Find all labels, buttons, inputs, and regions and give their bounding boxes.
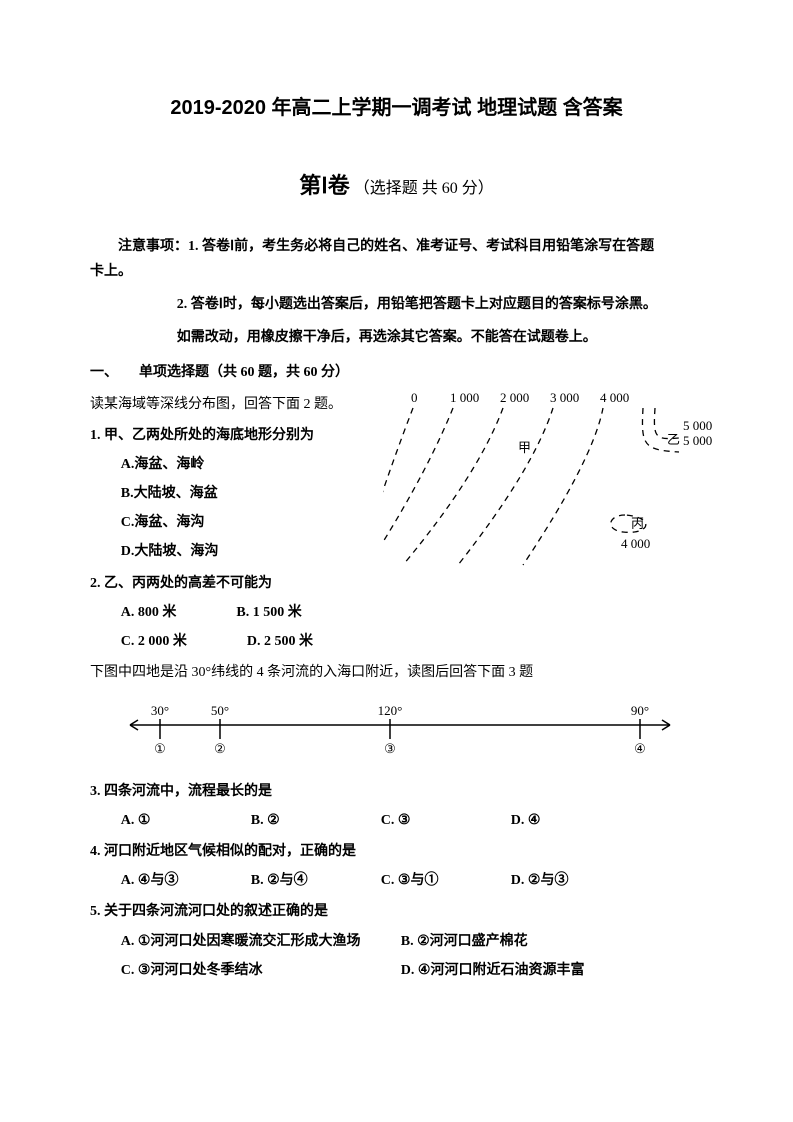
q4-opt-b: B. ②与④ xyxy=(251,868,381,893)
svg-text:①: ① xyxy=(154,741,166,755)
svg-text:30°: 30° xyxy=(151,703,169,718)
q3-stem: 3. 四条河流中，流程最长的是 xyxy=(90,779,703,804)
svg-text:4 000: 4 000 xyxy=(621,536,650,551)
q5-stem: 5. 关于四条河流河口处的叙述正确的是 xyxy=(90,899,703,924)
svg-text:1 000: 1 000 xyxy=(450,390,479,405)
svg-text:甲: 甲 xyxy=(518,440,531,455)
q3-options: A. ① B. ② C. ③ D. ④ xyxy=(121,808,703,833)
q4-opt-d: D. ②与③ xyxy=(511,868,641,893)
svg-text:5 000: 5 000 xyxy=(683,433,712,448)
q5-opt-b: B. ②河河口盛产棉花 xyxy=(401,929,681,954)
svg-text:③: ③ xyxy=(384,741,396,755)
q2-stem: 2. 乙、丙两处的高差不可能为 xyxy=(90,571,703,596)
page-title: 2019-2020 年高二上学期一调考试 地理试题 含答案 xyxy=(90,90,703,126)
q4-stem: 4. 河口附近地区气候相似的配对，正确的是 xyxy=(90,839,703,864)
svg-text:50°: 50° xyxy=(211,703,229,718)
q2-opt-a: A. 800 米 xyxy=(121,600,177,625)
section-head-1: 一、 单项选择题（共 60 题，共 60 分） xyxy=(90,360,703,385)
contour-map: 0 1 000 2 000 3 000 4 000 5 0005 000 甲 乙丙 4 000 xyxy=(383,390,723,570)
svg-text:2 000: 2 000 xyxy=(500,390,529,405)
svg-text:0: 0 xyxy=(411,390,418,405)
svg-text:5 000: 5 000 xyxy=(683,418,712,433)
section-small: （选择题 共 60 分） xyxy=(354,180,494,197)
q2-opt-c: C. 2 000 米 xyxy=(121,629,187,654)
q3-opt-a: A. ① xyxy=(121,808,251,833)
section-title: 第Ⅰ卷 （选择题 共 60 分） xyxy=(90,166,703,206)
q2-row-1: A. 800 米 B. 1 500 米 xyxy=(121,600,703,625)
svg-text:④: ④ xyxy=(634,741,646,755)
svg-text:90°: 90° xyxy=(631,703,649,718)
question-block-1: 读某海域等深线分布图，回答下面 2 题。 01 0002 0003 0004 0… xyxy=(90,392,703,655)
svg-text:4 000: 4 000 xyxy=(600,390,629,405)
q3-opt-c: C. ③ xyxy=(381,808,511,833)
svg-text:丙: 丙 xyxy=(631,516,644,531)
q5-row-1: A. ①河河口处因寒暖流交汇形成大渔场 B. ②河河口盛产棉花 xyxy=(121,929,703,954)
svg-text:②: ② xyxy=(214,741,226,755)
q4-opt-c: C. ③与① xyxy=(381,868,511,893)
q2-row-2: C. 2 000 米 D. 2 500 米 xyxy=(121,629,703,654)
svg-text:3 000: 3 000 xyxy=(550,390,579,405)
q5-row-2: C. ③河河口处冬季结冰 D. ④河河口附近石油资源丰富 xyxy=(121,958,703,983)
q4-options: A. ④与③ B. ②与④ C. ③与① D. ②与③ xyxy=(121,868,703,893)
svg-text:120°: 120° xyxy=(378,703,403,718)
number-line: 30° ① 50° ② 120° ③ 90° ④ xyxy=(120,697,680,755)
q5-opt-c: C. ③河河口处冬季结冰 xyxy=(121,958,401,983)
svg-text:乙: 乙 xyxy=(667,432,680,447)
instr-line-3: 2. 答卷Ⅰ时，每小题选出答案后，用铅笔把答题卡上对应题目的答案标号涂黑。 xyxy=(90,292,703,317)
instr-line-4: 如需改动，用橡皮擦干净后，再选涂其它答案。不能答在试题卷上。 xyxy=(90,325,703,350)
intro-2: 下图中四地是沿 30°纬线的 4 条河流的入海口附近，读图后回答下面 3 题 xyxy=(90,660,703,685)
instr-line-2: 卡上。 xyxy=(90,259,703,284)
q3-opt-d: D. ④ xyxy=(511,808,641,833)
q5-opt-a: A. ①河河口处因寒暖流交汇形成大渔场 xyxy=(121,929,401,954)
q2-opt-d: D. 2 500 米 xyxy=(247,629,313,654)
q3-opt-b: B. ② xyxy=(251,808,381,833)
q4-opt-a: A. ④与③ xyxy=(121,868,251,893)
q2-opt-b: B. 1 500 米 xyxy=(236,600,301,625)
section-big: 第Ⅰ卷 xyxy=(299,173,350,198)
instr-line-1: 注意事项：1. 答卷Ⅰ前，考生务必将自己的姓名、准考证号、考试科目用铅笔涂写在答… xyxy=(90,234,703,259)
instructions: 注意事项：1. 答卷Ⅰ前，考生务必将自己的姓名、准考证号、考试科目用铅笔涂写在答… xyxy=(90,234,703,351)
q5-opt-d: D. ④河河口附近石油资源丰富 xyxy=(401,958,681,983)
